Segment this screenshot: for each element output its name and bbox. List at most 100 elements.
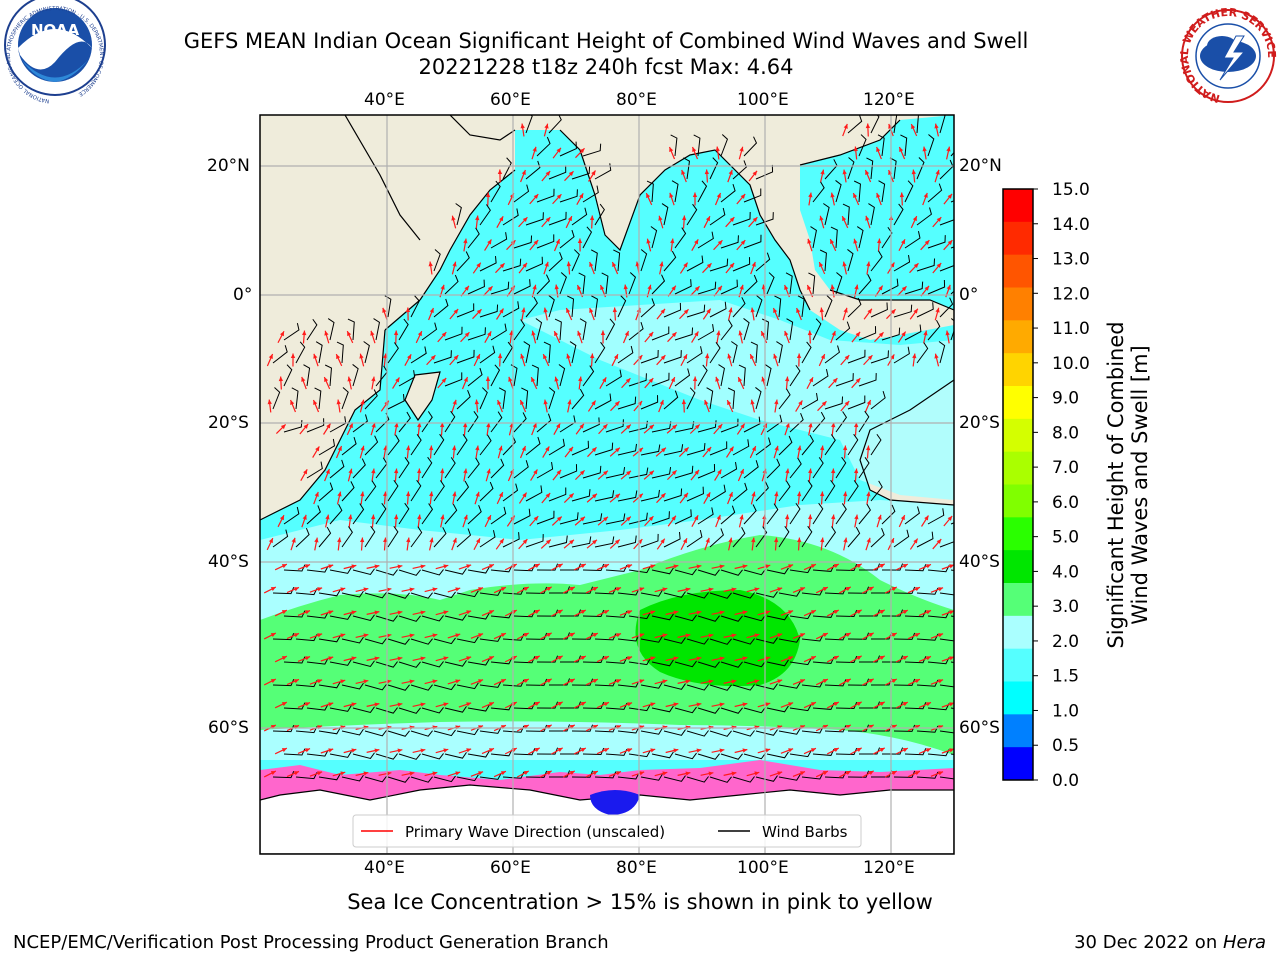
wave-arrowhead: [891, 725, 897, 730]
wind-barb: [640, 249, 648, 272]
wind-barb: [868, 203, 875, 226]
wave-arrowhead: [681, 399, 687, 405]
wave-arrowhead: [706, 308, 711, 314]
wave-arrowhead: [637, 539, 643, 544]
wave-arrowhead: [708, 587, 714, 592]
wave-arrowhead: [499, 308, 504, 314]
wind-barb: [801, 680, 824, 688]
wave-arrowhead: [497, 399, 502, 405]
wave-arrowhead: [557, 701, 563, 706]
wave-arrowhead: [649, 470, 654, 476]
wave-arrowhead: [432, 587, 438, 592]
wave-arrowhead: [660, 355, 666, 360]
wave-arrowhead: [325, 468, 330, 474]
wind-barb: [352, 414, 368, 433]
wind-barb: [904, 506, 920, 525]
wave-arrowhead: [627, 748, 633, 753]
wave-arrowhead: [751, 261, 756, 267]
wave-arrowhead: [659, 261, 664, 267]
wind-barb: [674, 327, 694, 341]
wave-arrowhead: [899, 192, 905, 198]
colorbar-swatch: [1003, 747, 1033, 781]
wind-barb: [709, 638, 732, 645]
wind-barb: [893, 724, 916, 732]
wave-arrowhead: [842, 216, 847, 222]
wind-barb: [785, 272, 793, 295]
wave-arrowhead: [914, 771, 920, 776]
wind-barb: [303, 364, 311, 387]
wave-arrowhead: [328, 748, 334, 753]
wind-barb: [364, 525, 376, 548]
wind-barb: [893, 254, 911, 272]
wave-arrowhead: [831, 422, 836, 428]
wave-arrowhead: [488, 564, 494, 569]
wind-barb: [663, 775, 686, 782]
wind-barb: [651, 326, 670, 341]
wave-arrowhead: [650, 610, 656, 615]
wind-barb: [686, 529, 703, 548]
wave-arrowhead: [671, 285, 676, 291]
wave-arrowhead: [325, 514, 330, 520]
wave-arrowhead: [521, 445, 526, 451]
wave-arrowhead: [546, 770, 552, 775]
wave-arrowhead: [386, 679, 392, 684]
wave-arrowhead: [788, 610, 794, 615]
wave-arrowhead: [765, 748, 771, 753]
wind-barb: [571, 388, 585, 410]
wave-arrowhead: [820, 169, 825, 175]
wave-arrowhead: [532, 422, 537, 428]
wind-barb: [686, 255, 704, 272]
wind-barb: [858, 747, 881, 755]
wind-barb: [858, 274, 872, 295]
wave-arrowhead: [731, 771, 737, 776]
wave-arrowhead: [579, 470, 585, 476]
wave-arrowhead: [681, 215, 687, 221]
wind-barb: [554, 318, 562, 341]
wave-arrowhead: [822, 771, 828, 776]
wind-barb: [536, 655, 559, 663]
wind-barb: [617, 396, 637, 410]
wind-barb: [536, 510, 555, 525]
wave-arrowhead: [281, 564, 287, 569]
wave-arrowhead: [466, 702, 472, 707]
wave-arrowhead: [336, 399, 341, 405]
wind-barb: [881, 655, 904, 663]
wave-arrowhead: [520, 123, 525, 129]
wave-arrowhead: [500, 679, 506, 684]
wind-barb: [559, 272, 567, 295]
wave-arrowhead: [879, 609, 885, 614]
wind-barb: [582, 417, 600, 433]
wind-barb: [272, 678, 295, 687]
wind-barb: [571, 536, 592, 548]
wave-arrowhead: [580, 610, 586, 615]
wind-barb: [766, 458, 781, 479]
wave-arrowhead: [543, 354, 548, 360]
wave-arrowhead: [557, 563, 563, 568]
wave-arrowhead: [340, 679, 346, 684]
wind-barb: [881, 327, 901, 341]
wave-arrowhead: [777, 587, 783, 592]
legend-wave-label: Primary Wave Direction (unscaled): [405, 823, 665, 841]
wind-barb: [778, 480, 791, 502]
wind-barb: [318, 681, 341, 689]
wave-arrowhead: [671, 515, 676, 521]
wave-arrowhead: [890, 309, 896, 315]
wave-arrowhead: [348, 468, 353, 474]
wave-arrowhead: [359, 353, 364, 359]
wave-arrowhead: [557, 609, 563, 614]
wave-arrowhead: [430, 355, 436, 361]
wave-arrowhead: [694, 515, 699, 521]
wave-arrowhead: [488, 610, 494, 615]
ice-note: Sea Ice Concentration > 15% is shown in …: [347, 890, 933, 914]
wind-barb: [398, 370, 416, 387]
wind-barb: [778, 589, 801, 597]
wind-barb: [732, 297, 746, 318]
wave-arrowhead: [612, 262, 617, 268]
wind-barb: [444, 503, 458, 525]
wave-arrowhead: [451, 215, 456, 221]
wind-barb: [709, 342, 721, 364]
wave-arrowhead: [694, 424, 700, 430]
wind-barb: [697, 281, 717, 295]
wind-barb: [341, 774, 364, 782]
wind-barb: [835, 701, 858, 710]
